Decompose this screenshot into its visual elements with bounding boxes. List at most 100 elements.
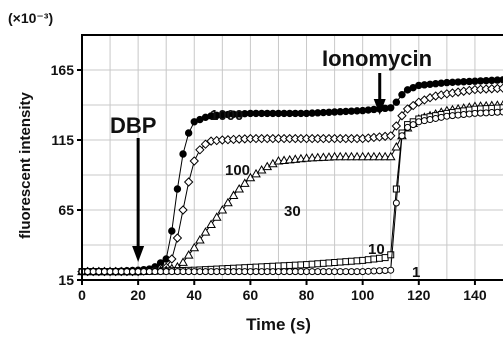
data-point [314,268,322,276]
data-point [376,267,384,275]
y-tick-label: 15 [58,272,74,288]
data-point [168,227,176,235]
data-point [319,259,327,267]
data-point [223,197,233,207]
data-point [385,151,396,161]
data-point [151,268,159,276]
series-label-1000: 1000 [210,107,243,124]
data-point [185,268,193,276]
series-label-100: 100 [225,162,250,179]
data-point [190,268,198,276]
data-point [291,268,299,276]
data-point [346,151,357,161]
data-point [432,114,440,122]
data-point [347,268,355,276]
data-point [239,178,250,187]
data-point [374,151,385,161]
data-point [162,268,170,276]
data-point [189,156,199,166]
data-point [217,204,228,214]
data-point [325,268,333,276]
data-point [179,268,187,276]
data-point [184,129,193,137]
x-tick-label: 40 [186,287,202,303]
data-point [387,104,395,112]
data-point [392,98,401,106]
x-axis-label: Time (s) [246,315,311,334]
x-tick-label: 0 [78,287,86,303]
data-point [100,268,108,276]
y-tick-label: 115 [51,132,74,148]
data-point [112,268,120,276]
ticks: 0 20 40 60 80 100 120 140 15 65 115 165 [51,62,487,303]
data-point [404,123,412,131]
data-point [352,151,362,161]
data-point [402,104,413,114]
data-point [391,141,402,151]
data-point [200,227,211,236]
data-point [213,268,221,276]
series-label-1: 1 [412,264,420,281]
data-point [353,257,361,265]
data-point [258,268,266,276]
data-point [335,151,346,161]
data-point [167,254,177,264]
data-point [370,267,378,275]
data-point [336,268,344,276]
data-point [241,268,249,276]
y-axis-label: fluorescent intensity [17,91,34,238]
data-point [392,199,400,207]
data-point [359,268,367,276]
data-point [498,83,503,93]
data-point [168,268,176,276]
data-point [420,117,428,125]
data-point [319,268,327,276]
data-point [465,110,473,118]
data-point [183,177,194,187]
data-point [178,205,188,215]
data-point [201,268,209,276]
data-point [471,109,479,117]
data-point [84,268,92,276]
data-point [269,268,277,276]
data-point [357,151,368,161]
data-point [391,121,402,131]
data-point [353,268,361,276]
data-point [359,256,367,264]
data-point [363,151,374,161]
data-point [380,151,390,161]
data-point [336,258,344,266]
x-tick-label: 20 [130,287,146,303]
x-tick-label: 80 [299,287,315,303]
data-point [303,261,311,269]
data-point [224,268,232,276]
data-point [297,261,305,269]
data-point [331,268,339,276]
data-point [331,259,339,266]
data-point [106,268,114,276]
data-point [230,268,238,276]
data-point [189,242,200,252]
data-point [211,212,222,221]
data-point [89,268,97,276]
ionomycin-arrow-head [373,99,386,115]
data-point [263,268,271,276]
data-point [342,268,350,276]
data-point [303,268,311,276]
data-point [173,268,181,276]
data-point [499,104,503,112]
data-point [234,183,245,193]
x-tick-label: 100 [351,287,375,303]
data-point [252,268,260,276]
data-point [482,109,490,117]
data-point [314,260,322,268]
x-tick-label: 60 [243,287,259,303]
data-point [274,268,282,276]
data-point [437,113,445,121]
data-point [397,111,407,121]
x-tick-label: 120 [407,287,431,303]
data-point [477,109,485,117]
data-point [134,268,142,276]
